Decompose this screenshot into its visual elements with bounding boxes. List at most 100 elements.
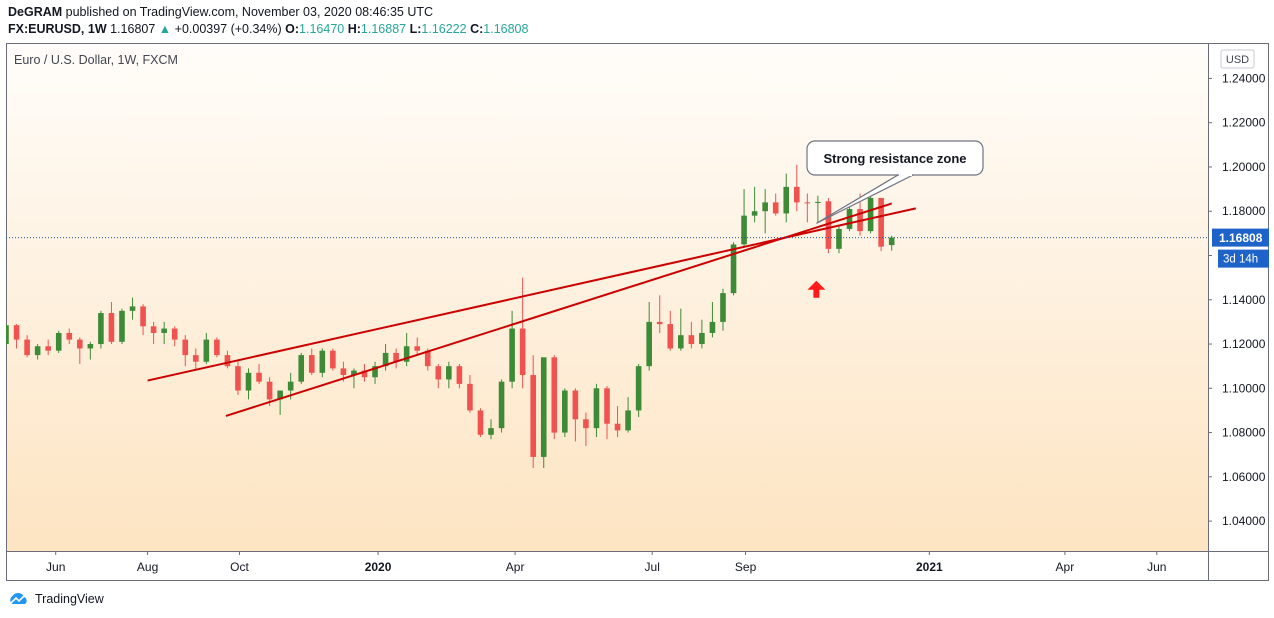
candle-body [435, 366, 442, 380]
published-text: published on TradingView.com, November 0… [65, 5, 434, 19]
candle-body [635, 366, 642, 411]
candle-body [804, 202, 811, 204]
candle-body [562, 390, 568, 433]
author-name: DeGRAM [8, 5, 63, 19]
candle-body [678, 335, 684, 349]
high-value: 1.16887 [360, 22, 407, 36]
currency-box[interactable] [1220, 49, 1255, 69]
x-tick-label: Jul [645, 560, 660, 574]
candle-body [372, 366, 378, 378]
current-price-label: 1.16808 [1219, 231, 1263, 245]
candle-body [888, 237, 895, 246]
candle-body [351, 370, 357, 376]
y-tick-label: 1.10000 [1222, 381, 1266, 395]
tradingview-logo-icon [10, 592, 27, 604]
candle-body [709, 321, 716, 333]
candle-body [108, 313, 115, 342]
candle-body [214, 339, 220, 356]
y-tick-label: 1.14000 [1222, 293, 1266, 307]
candle-body [319, 350, 326, 373]
candle-body [287, 381, 294, 391]
candle-body [382, 352, 389, 367]
candle-body [87, 344, 94, 349]
candle-body [24, 339, 30, 356]
y-tick-label: 1.20000 [1222, 160, 1266, 174]
price-change: +0.00397 (+0.34%) [174, 22, 282, 36]
candle-body [699, 332, 705, 345]
candle-body [836, 228, 842, 249]
candle-body [456, 366, 463, 384]
candle-body [509, 328, 515, 382]
callout-text: Strong resistance zone [823, 151, 966, 166]
candle-body [604, 388, 610, 424]
candle-body [793, 186, 800, 203]
x-tick-label: Jun [1147, 560, 1166, 574]
candle-body [308, 355, 315, 373]
y-tick-label: 1.08000 [1222, 426, 1266, 440]
candle-body [98, 313, 104, 345]
callout-pointer [816, 174, 914, 224]
candle-body [815, 201, 821, 203]
candle-body [161, 328, 167, 333]
candle-body [477, 410, 484, 435]
high-label: H: [347, 22, 361, 36]
x-tick-label: Oct [230, 560, 249, 574]
candle-body [783, 186, 790, 214]
plot-area[interactable] [6, 43, 1208, 551]
candle-body [245, 372, 252, 391]
candle-body [266, 381, 273, 400]
tradingview-footer[interactable]: TradingView [6, 592, 104, 606]
candle-body [656, 321, 663, 325]
candle-body [298, 355, 305, 382]
symbol-label: FX:EURUSD, 1W [8, 22, 107, 36]
candle-body [583, 419, 589, 429]
candle-body [688, 335, 695, 345]
up-arrow-icon [807, 280, 826, 298]
low-label: L: [409, 22, 422, 36]
candle-body [403, 346, 410, 362]
x-tick-label: Jun [46, 560, 65, 574]
candle-body [182, 339, 189, 356]
y-tick-label: 1.18000 [1222, 204, 1266, 218]
footer-brand: TradingView [35, 592, 104, 606]
candle-body [846, 209, 853, 229]
y-tick-label: 1.04000 [1222, 514, 1266, 528]
candle-body [519, 328, 526, 376]
candle-body [192, 355, 199, 362]
candle-body [720, 293, 726, 322]
candle-body [55, 332, 62, 351]
x-tick-label: Apr [506, 560, 525, 574]
close-label: C: [470, 22, 484, 36]
candle-body [446, 366, 452, 380]
candle-body [203, 339, 210, 362]
last-price: 1.16807 [110, 22, 156, 36]
price-chart[interactable]: Euro / U.S. Dollar, 1W, FXCM 1.04000 1.060… [6, 43, 1269, 581]
candle-body [825, 201, 832, 249]
candle-body [224, 355, 231, 367]
x-tick-label: 2021 [916, 560, 943, 574]
current-price-tag[interactable] [1212, 228, 1269, 247]
candle-body [467, 383, 473, 411]
currency-label: USD [1226, 54, 1249, 66]
candle-body [878, 197, 884, 247]
candle-body [140, 306, 146, 327]
candle-body [66, 332, 73, 340]
candle-body [45, 346, 51, 351]
candle-body [119, 310, 125, 342]
price-axis[interactable] [1208, 43, 1269, 581]
trendline[interactable] [225, 202, 892, 417]
candle-body [340, 368, 347, 376]
callout-box[interactable] [806, 140, 984, 176]
candle-body [625, 410, 631, 431]
candle-body [572, 390, 579, 420]
countdown-tag [1218, 249, 1269, 268]
time-axis[interactable] [6, 551, 1208, 581]
y-tick-label: 1.12000 [1222, 337, 1266, 351]
candle-body [614, 423, 621, 431]
candle-body [414, 346, 421, 351]
ohlc-legend: FX:EURUSD, 1W 1.16807 ▲ +0.00397 (+0.34%… [8, 22, 528, 36]
chart-frame [6, 43, 1269, 581]
chart-title: Euro / U.S. Dollar, 1W, FXCM [14, 53, 178, 67]
candle-body [330, 350, 336, 369]
candle-body [256, 372, 262, 382]
